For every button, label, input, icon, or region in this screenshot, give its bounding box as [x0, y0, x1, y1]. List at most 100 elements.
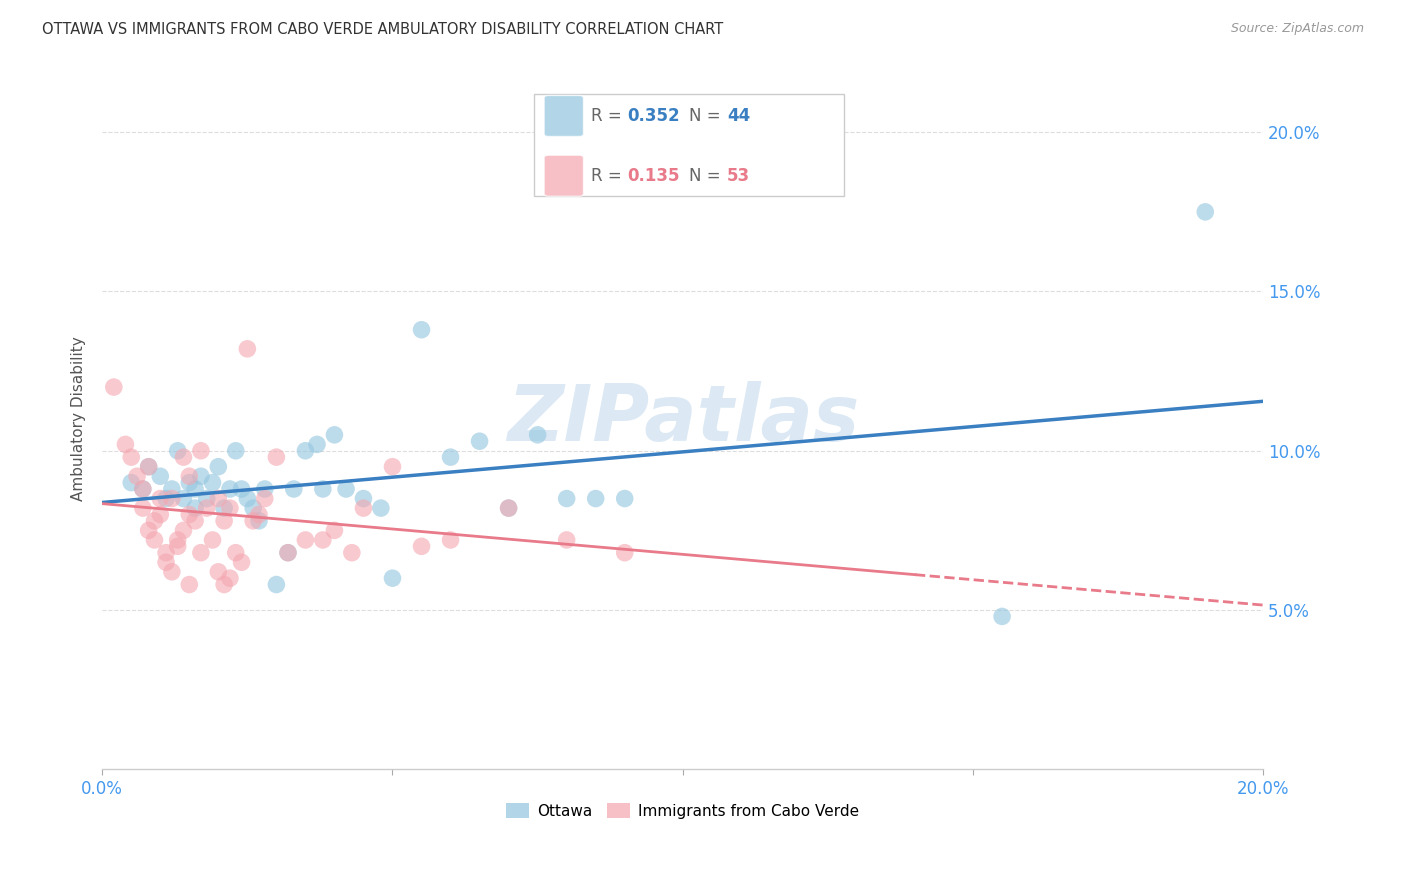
Text: ZIPatlas: ZIPatlas — [506, 381, 859, 457]
Point — [253, 482, 276, 496]
Point — [247, 514, 270, 528]
Point — [277, 546, 299, 560]
Text: 0.352: 0.352 — [627, 107, 679, 125]
Point — [236, 491, 259, 506]
Point — [613, 546, 636, 560]
Text: OTTAWA VS IMMIGRANTS FROM CABO VERDE AMBULATORY DISABILITY CORRELATION CHART: OTTAWA VS IMMIGRANTS FROM CABO VERDE AMB… — [42, 22, 724, 37]
Point — [294, 443, 316, 458]
Point — [247, 508, 270, 522]
Point — [184, 514, 207, 528]
Point — [212, 577, 235, 591]
Point — [381, 571, 404, 585]
Point — [212, 501, 235, 516]
Point — [149, 508, 172, 522]
Point — [184, 482, 207, 496]
Text: R =: R = — [591, 107, 627, 125]
Point — [212, 514, 235, 528]
Point — [132, 501, 155, 516]
Point — [190, 443, 212, 458]
Point — [149, 469, 172, 483]
Point — [207, 459, 229, 474]
Point — [207, 491, 229, 506]
Point — [114, 437, 136, 451]
Point — [370, 501, 392, 516]
Point — [468, 434, 491, 449]
Point — [201, 475, 224, 490]
Point — [219, 482, 242, 496]
Point — [555, 533, 578, 547]
Point — [132, 482, 155, 496]
Point — [555, 491, 578, 506]
Point — [283, 482, 305, 496]
Point — [411, 323, 433, 337]
Text: R =: R = — [591, 167, 627, 185]
Point — [498, 501, 520, 516]
Text: 53: 53 — [727, 167, 749, 185]
Y-axis label: Ambulatory Disability: Ambulatory Disability — [72, 336, 86, 501]
Point — [323, 427, 346, 442]
Point — [498, 501, 520, 516]
Point — [201, 533, 224, 547]
Point — [138, 459, 160, 474]
Point — [613, 491, 636, 506]
Point — [125, 469, 148, 483]
Point — [381, 459, 404, 474]
Point — [166, 443, 188, 458]
Point — [155, 546, 177, 560]
Point — [219, 571, 242, 585]
Point — [155, 555, 177, 569]
Point — [219, 501, 242, 516]
Point — [179, 508, 201, 522]
Point — [236, 342, 259, 356]
Text: Source: ZipAtlas.com: Source: ZipAtlas.com — [1230, 22, 1364, 36]
Point — [526, 427, 548, 442]
Point — [190, 469, 212, 483]
Point — [231, 555, 253, 569]
Point — [242, 501, 264, 516]
Text: N =: N = — [689, 107, 725, 125]
Point — [179, 577, 201, 591]
Point — [132, 482, 155, 496]
Point — [294, 533, 316, 547]
Point — [173, 450, 195, 464]
Point — [184, 501, 207, 516]
Point — [190, 546, 212, 560]
Point — [266, 577, 288, 591]
Point — [225, 443, 247, 458]
Point — [173, 524, 195, 538]
Point — [160, 491, 183, 506]
Point — [138, 524, 160, 538]
Point — [225, 546, 247, 560]
Point — [340, 546, 363, 560]
Point — [439, 450, 461, 464]
Text: 0.135: 0.135 — [627, 167, 679, 185]
Point — [353, 501, 375, 516]
Point — [138, 459, 160, 474]
Point — [195, 491, 218, 506]
Point — [335, 482, 357, 496]
Point — [323, 524, 346, 538]
Point — [312, 533, 335, 547]
Point — [585, 491, 607, 506]
Point — [143, 514, 166, 528]
Point — [353, 491, 375, 506]
Legend: Ottawa, Immigrants from Cabo Verde: Ottawa, Immigrants from Cabo Verde — [501, 797, 865, 825]
Point — [991, 609, 1014, 624]
Point — [266, 450, 288, 464]
Point — [179, 475, 201, 490]
Point — [143, 533, 166, 547]
Point — [149, 491, 172, 506]
Text: N =: N = — [689, 167, 725, 185]
Point — [411, 539, 433, 553]
Point — [160, 482, 183, 496]
Point — [120, 475, 142, 490]
Point — [160, 565, 183, 579]
Point — [195, 501, 218, 516]
Point — [439, 533, 461, 547]
Point — [253, 491, 276, 506]
Text: 44: 44 — [727, 107, 751, 125]
Point — [179, 469, 201, 483]
Point — [173, 491, 195, 506]
Point — [207, 565, 229, 579]
Point — [305, 437, 328, 451]
